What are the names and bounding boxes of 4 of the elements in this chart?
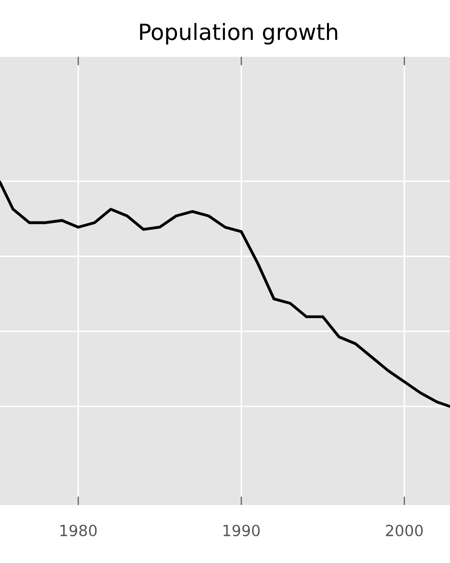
x-tick-label: 1980 <box>60 524 97 536</box>
x-tick-label: 1990 <box>224 524 260 536</box>
chart-title: Population growth <box>140 23 338 45</box>
x-tick-label: 2000 <box>386 524 423 536</box>
